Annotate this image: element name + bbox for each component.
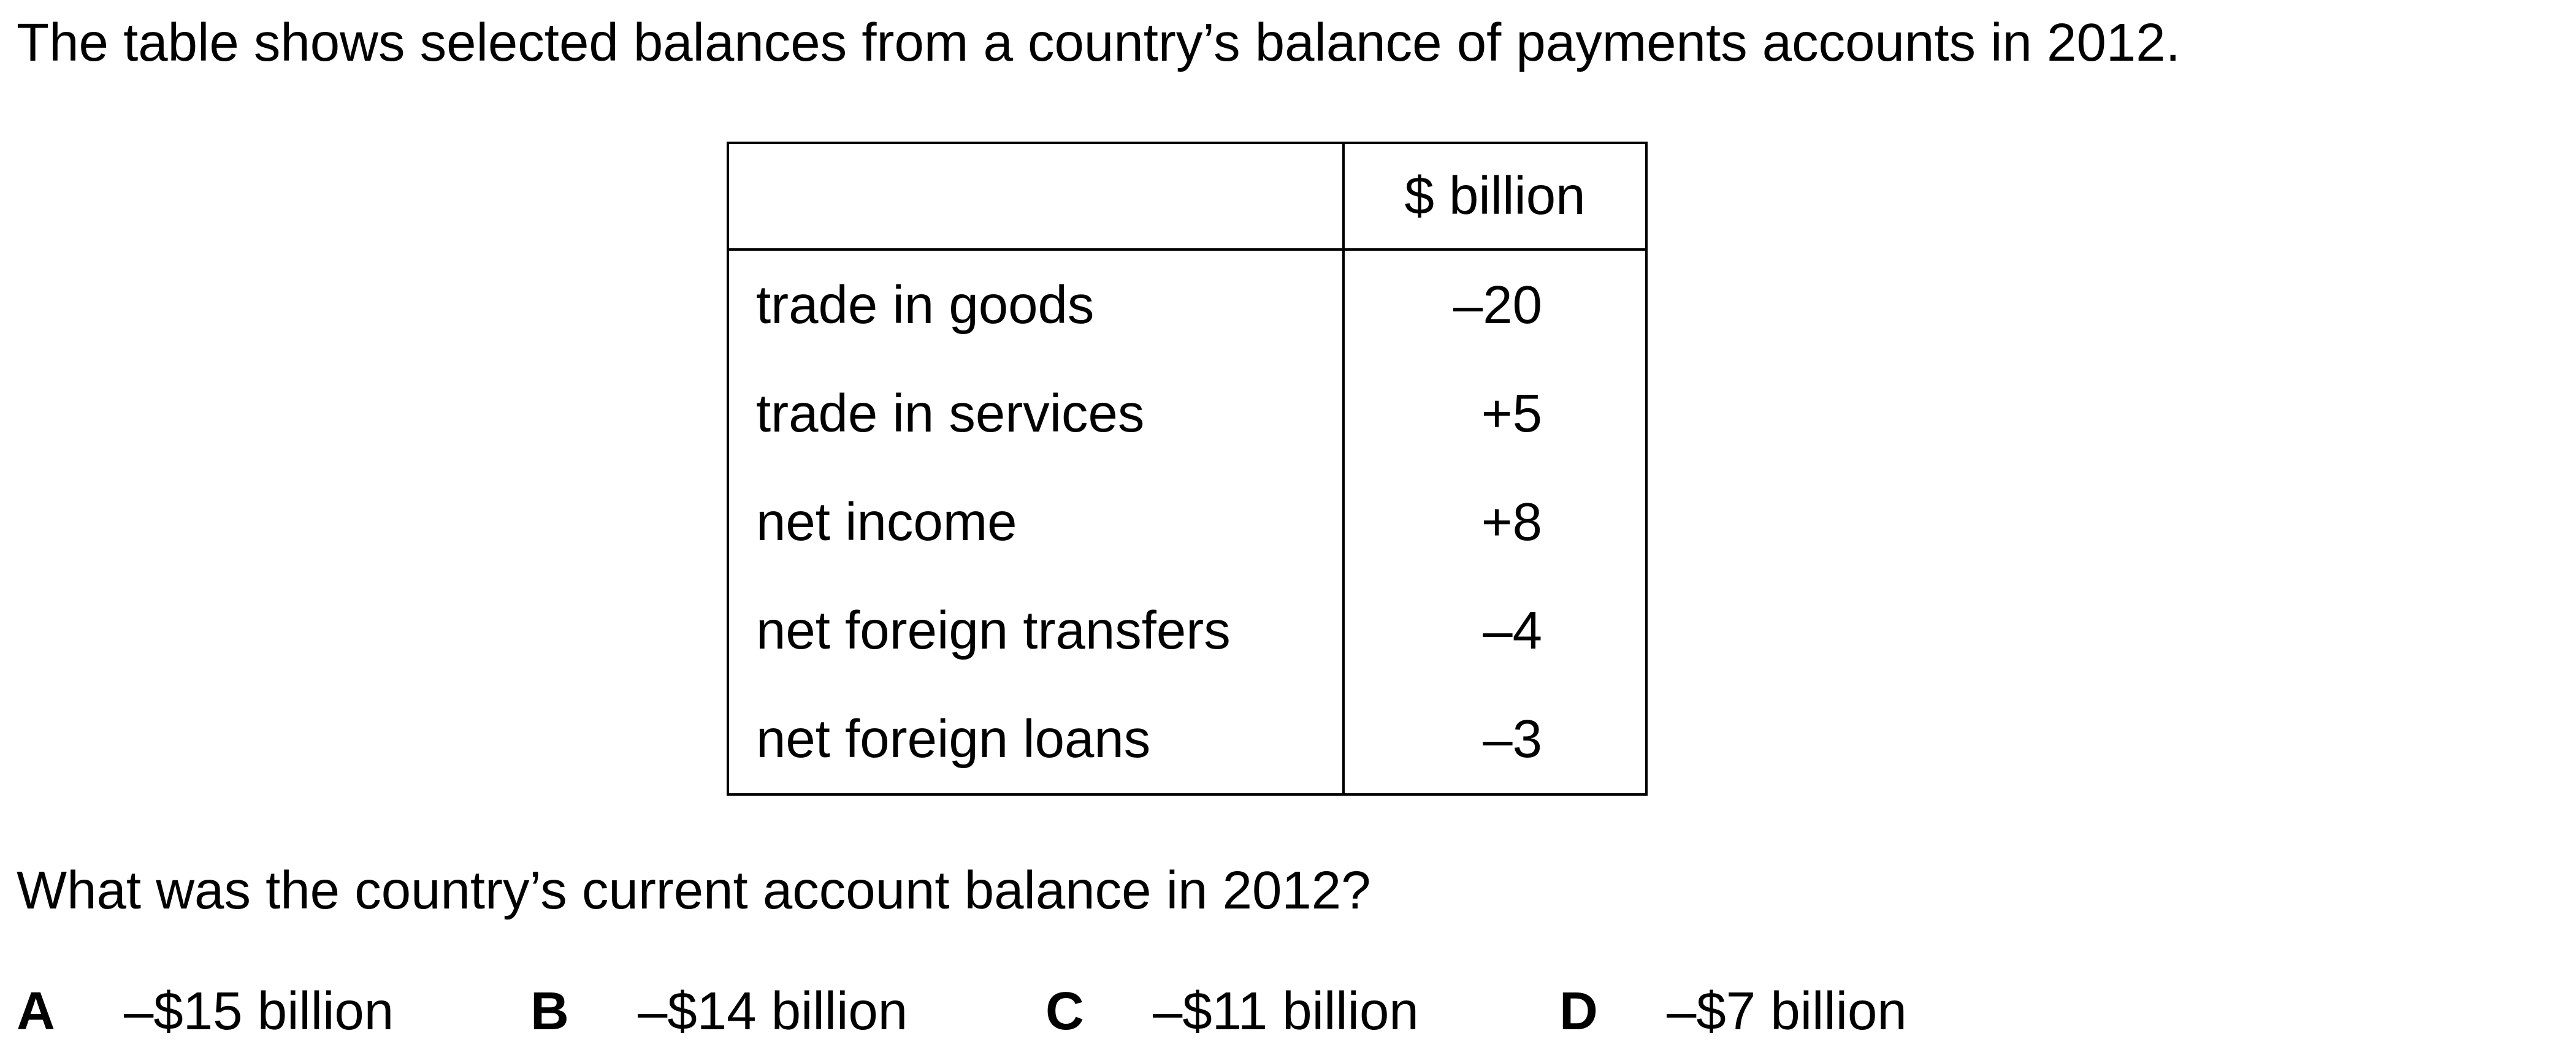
option-a[interactable]: A –$15 billion [17,981,394,1042]
option-letter: B [530,981,569,1041]
row-label: trade in goods [727,249,1345,359]
table-row: net foreign transfers –4 [727,576,1648,685]
option-letter: A [17,981,55,1041]
table-header-label [727,142,1345,251]
option-letter: C [1045,981,1084,1041]
option-c[interactable]: C –$11 billion [1045,981,1419,1042]
table-header-row: $ billion [727,142,1648,251]
option-text: –$15 billion [124,981,394,1041]
option-text: –$14 billion [638,981,908,1041]
option-b[interactable]: B –$14 billion [530,981,908,1042]
table-row: net foreign loans –3 [727,685,1648,796]
option-letter: D [1559,981,1598,1041]
row-value: +5 [1342,359,1648,468]
row-value: –3 [1342,685,1648,796]
table-header-unit: $ billion [1342,142,1648,251]
table-row: trade in services +5 [727,359,1648,468]
option-text: –$11 billion [1153,981,1419,1041]
table-row: net income +8 [727,468,1648,576]
row-label: net foreign loans [727,685,1345,796]
row-value: +8 [1342,468,1648,576]
row-value: –4 [1342,576,1648,685]
option-d[interactable]: D –$7 billion [1559,981,1907,1042]
row-label: trade in services [727,359,1345,468]
row-label: net foreign transfers [727,576,1345,685]
balances-table: $ billion trade in goods –20 trade in se… [727,142,1648,796]
row-value: –20 [1342,249,1648,359]
row-label: net income [727,468,1345,576]
table-row: trade in goods –20 [727,249,1648,359]
option-text: –$7 billion [1667,981,1907,1041]
question-text: What was the country’s current account b… [17,861,1371,920]
intro-text: The table shows selected balances from a… [17,13,2180,72]
